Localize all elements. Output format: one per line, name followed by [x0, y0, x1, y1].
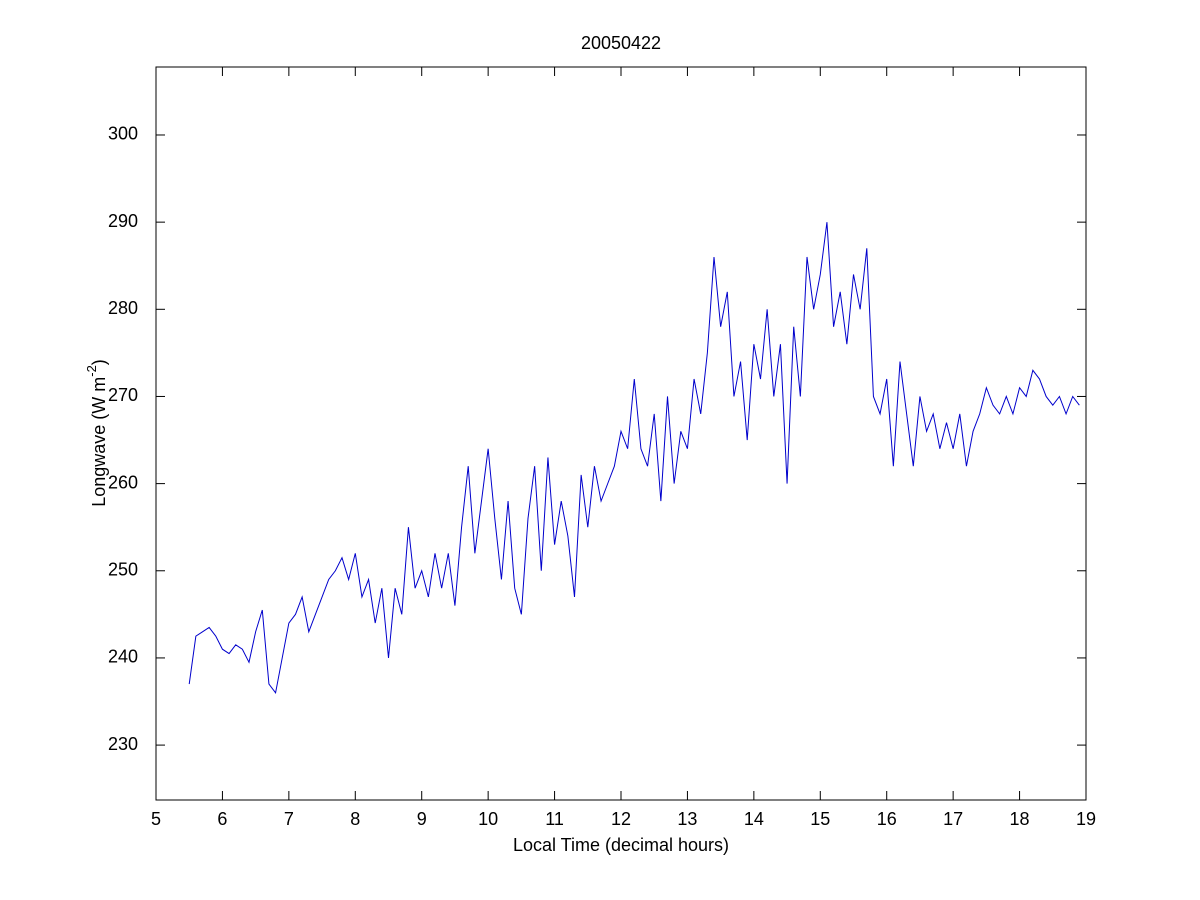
x-tick-label: 9	[417, 809, 427, 829]
x-tick-label: 18	[1010, 809, 1030, 829]
x-tick-label: 5	[151, 809, 161, 829]
y-tick-label: 280	[108, 298, 138, 318]
x-axis-label: Local Time (decimal hours)	[513, 835, 729, 855]
y-tick-label: 230	[108, 734, 138, 754]
y-axis-label: Longwave (W m-2)	[84, 359, 108, 507]
chart-title: 20050422	[581, 33, 661, 53]
x-tick-label: 8	[350, 809, 360, 829]
x-tick-label: 13	[677, 809, 697, 829]
y-label-text: Longwave (W m	[89, 377, 109, 507]
x-tick-label: 16	[877, 809, 897, 829]
x-tick-label: 17	[943, 809, 963, 829]
x-tick-label: 14	[744, 809, 764, 829]
x-tick-label: 7	[284, 809, 294, 829]
y-label-suffix: )	[89, 359, 109, 365]
y-tick-label: 250	[108, 560, 138, 580]
y-tick-label: 270	[108, 385, 138, 405]
y-tick-label: 300	[108, 124, 138, 144]
x-tick-label: 10	[478, 809, 498, 829]
x-tick-label: 15	[810, 809, 830, 829]
x-tick-label: 6	[217, 809, 227, 829]
x-tick-label: 12	[611, 809, 631, 829]
y-tick-label: 240	[108, 647, 138, 667]
x-tick-label: 11	[545, 809, 564, 829]
x-tick-label: 19	[1076, 809, 1096, 829]
data-line	[188, 222, 1080, 694]
y-tick-label: 290	[108, 211, 138, 231]
y-label-superscript: -2	[84, 365, 99, 377]
y-tick-label: 260	[108, 472, 138, 492]
